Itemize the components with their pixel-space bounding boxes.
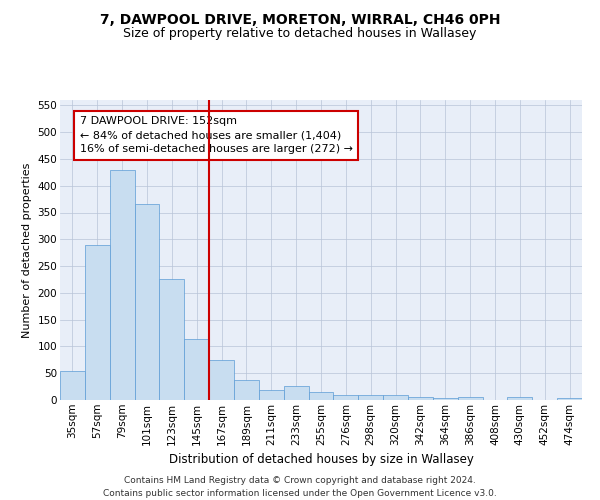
Bar	[458, 398, 482, 400]
Bar	[259, 390, 284, 400]
Bar	[85, 244, 110, 400]
Y-axis label: Number of detached properties: Number of detached properties	[22, 162, 32, 338]
Bar	[110, 170, 134, 400]
Bar	[160, 280, 184, 400]
Bar	[334, 394, 358, 400]
Text: Size of property relative to detached houses in Wallasey: Size of property relative to detached ho…	[124, 28, 476, 40]
Text: 7, DAWPOOL DRIVE, MORETON, WIRRAL, CH46 0PH: 7, DAWPOOL DRIVE, MORETON, WIRRAL, CH46 …	[100, 12, 500, 26]
Bar	[508, 398, 532, 400]
Bar	[134, 204, 160, 400]
Bar	[234, 380, 259, 400]
Bar	[308, 392, 334, 400]
Text: Contains HM Land Registry data © Crown copyright and database right 2024.
Contai: Contains HM Land Registry data © Crown c…	[103, 476, 497, 498]
Bar	[60, 370, 85, 400]
Bar	[184, 340, 209, 400]
Bar	[557, 398, 582, 400]
X-axis label: Distribution of detached houses by size in Wallasey: Distribution of detached houses by size …	[169, 453, 473, 466]
Text: 7 DAWPOOL DRIVE: 152sqm
← 84% of detached houses are smaller (1,404)
16% of semi: 7 DAWPOOL DRIVE: 152sqm ← 84% of detache…	[80, 116, 353, 154]
Bar	[383, 394, 408, 400]
Bar	[433, 398, 458, 400]
Bar	[209, 360, 234, 400]
Bar	[284, 386, 308, 400]
Bar	[358, 394, 383, 400]
Bar	[408, 398, 433, 400]
